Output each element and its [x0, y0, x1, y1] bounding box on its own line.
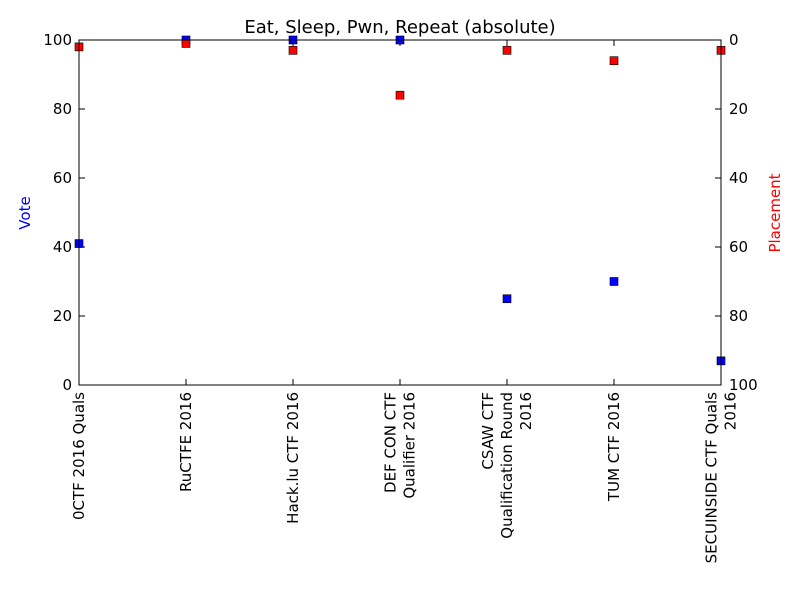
left-axis-title: Vote — [16, 196, 34, 229]
right-tick-label: 60 — [729, 238, 748, 256]
chart-title: Eat, Sleep, Pwn, Repeat (absolute) — [244, 17, 555, 38]
vote-point — [502, 294, 512, 304]
right-tick-label: 40 — [729, 169, 748, 187]
right-tick-label: 100 — [729, 376, 758, 394]
left-tick-label: 60 — [53, 169, 72, 187]
right-tick-label: 80 — [729, 307, 748, 325]
x-category-label: DEF CON CTFQualifier 2016 — [382, 392, 419, 499]
x-category-label: TUM CTF 2016 — [605, 392, 623, 502]
left-tick-label: 100 — [43, 31, 72, 49]
placement-point — [395, 90, 405, 100]
x-category-label: RuCTFE 2016 — [177, 392, 195, 492]
placement-point — [502, 46, 512, 55]
plot-frame — [78, 39, 722, 386]
left-tick-label: 20 — [53, 307, 72, 325]
right-tick-label: 0 — [729, 31, 739, 49]
x-category-label: 0CTF 2016 Quals — [70, 392, 88, 520]
placement-point — [288, 46, 298, 55]
placement-point — [609, 56, 619, 66]
x-category-label: CSAW CTFQualification Round2016 — [479, 392, 535, 539]
left-tick-label: 40 — [53, 238, 72, 256]
right-axis-title: Placement — [766, 173, 784, 252]
x-category-label: Hack.lu CTF 2016 — [284, 392, 302, 524]
vote-point — [609, 277, 619, 286]
placement-point — [181, 39, 191, 48]
left-tick-label: 80 — [53, 100, 72, 118]
left-tick-label: 0 — [62, 376, 72, 394]
x-category-label: SECUINSIDE CTF Quals2016 — [703, 392, 740, 564]
right-tick-label: 20 — [729, 100, 748, 118]
